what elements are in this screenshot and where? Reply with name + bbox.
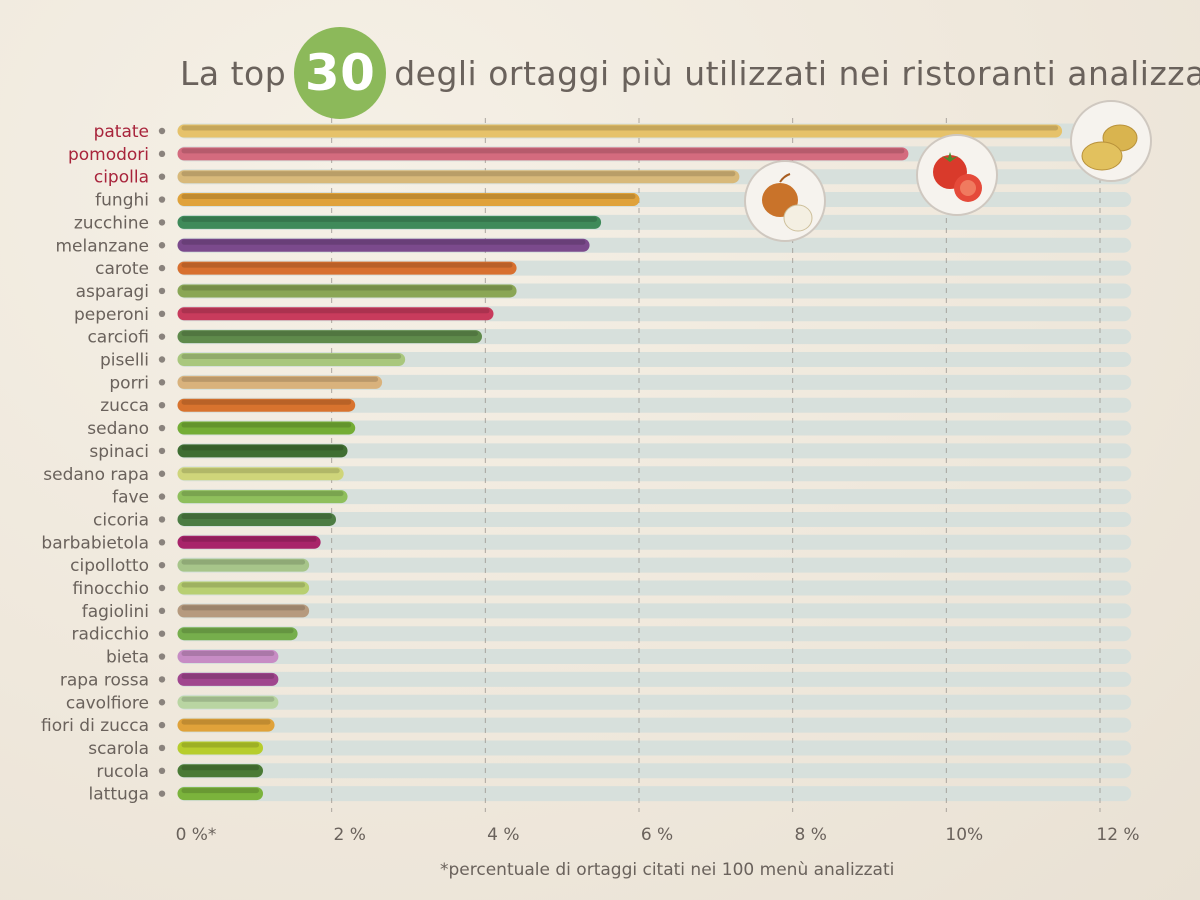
- category-label: carciofi: [87, 328, 149, 348]
- label-bullet: [158, 127, 166, 135]
- label-bullet: [158, 287, 166, 295]
- x-tick-label: 0 %*: [176, 825, 217, 845]
- footnote: *percentuale di ortaggi citati nei 100 m…: [440, 860, 895, 880]
- x-tick-label: 4 %: [487, 825, 519, 845]
- category-label: rucola: [96, 762, 149, 782]
- label-bullet: [158, 516, 166, 523]
- category-label: zucchine: [74, 213, 149, 233]
- label-bullet: [158, 402, 166, 409]
- label-bullet: [158, 767, 166, 774]
- label-bullet: [158, 310, 166, 317]
- label-bullet: [158, 173, 166, 180]
- category-label: fagiolini: [82, 602, 149, 622]
- category-label: cavolfiore: [66, 693, 149, 713]
- category-label: cipolla: [94, 168, 149, 188]
- category-label: pomodori: [68, 145, 149, 165]
- x-tick-label: 8 %: [794, 825, 826, 845]
- category-label: cicoria: [93, 510, 149, 530]
- label-bullet: [158, 721, 166, 729]
- x-tick-label: 10%: [945, 825, 983, 845]
- chart-title: La top 30 degli ortaggi più utilizzati n…: [180, 27, 1200, 119]
- label-bullet: [158, 196, 166, 203]
- category-label: funghi: [95, 191, 149, 211]
- onion-illustration-icon: [744, 160, 826, 242]
- category-label: melanzane: [55, 236, 149, 256]
- category-label: zucca: [100, 396, 149, 416]
- label-bullet: [158, 424, 166, 432]
- title-prefix: La top: [180, 53, 287, 93]
- category-label: peperoni: [74, 305, 149, 325]
- label-bullet: [158, 539, 166, 546]
- category-label: sedano: [87, 419, 149, 439]
- category-label: asparagi: [76, 282, 149, 302]
- potatoes-illustration-icon: [1070, 100, 1152, 182]
- category-label: carote: [95, 259, 149, 279]
- x-tick-label: 6 %: [641, 825, 673, 845]
- label-bullet: [158, 653, 166, 660]
- category-label: patate: [94, 122, 149, 142]
- label-bullet: [158, 150, 166, 158]
- category-label: lattuga: [89, 785, 149, 805]
- category-label: fave: [112, 488, 149, 508]
- category-label: cipollotto: [70, 556, 149, 576]
- category-label: bieta: [106, 648, 149, 668]
- category-label: spinaci: [89, 442, 149, 462]
- x-tick-label: 2 %: [333, 825, 365, 845]
- x-tick-label: 12 %: [1096, 825, 1139, 845]
- category-label: sedano rapa: [43, 465, 149, 485]
- label-bullet: [158, 607, 166, 615]
- title-suffix: degli ortaggi più utilizzati nei ristora…: [394, 53, 1200, 93]
- category-label: finocchio: [73, 579, 149, 599]
- category-label: porri: [109, 373, 149, 393]
- title-number-badge: 30: [294, 27, 387, 119]
- label-bullet: [158, 379, 166, 386]
- label-bullet: [158, 493, 166, 500]
- label-bullet: [158, 676, 166, 683]
- label-bullet: [158, 219, 166, 226]
- label-bullet: [158, 561, 166, 569]
- category-label: fiori di zucca: [41, 716, 149, 736]
- label-bullet: [158, 630, 166, 637]
- label-bullet: [158, 356, 166, 363]
- category-label: barbabietola: [41, 533, 149, 553]
- label-bullet: [158, 242, 166, 249]
- category-label: rapa rossa: [60, 670, 149, 690]
- label-bullet: [158, 264, 166, 272]
- category-label: piselli: [100, 351, 149, 371]
- label-bullet: [158, 447, 166, 455]
- label-bullet: [158, 333, 166, 340]
- category-label: radicchio: [71, 625, 149, 645]
- label-bullet: [158, 584, 166, 592]
- label-bullet: [158, 470, 166, 477]
- category-label: scarola: [88, 739, 149, 759]
- tomato-illustration-icon: [916, 134, 998, 216]
- label-bullet: [158, 699, 166, 706]
- label-bullet: [158, 744, 166, 752]
- label-bullet: [158, 790, 166, 797]
